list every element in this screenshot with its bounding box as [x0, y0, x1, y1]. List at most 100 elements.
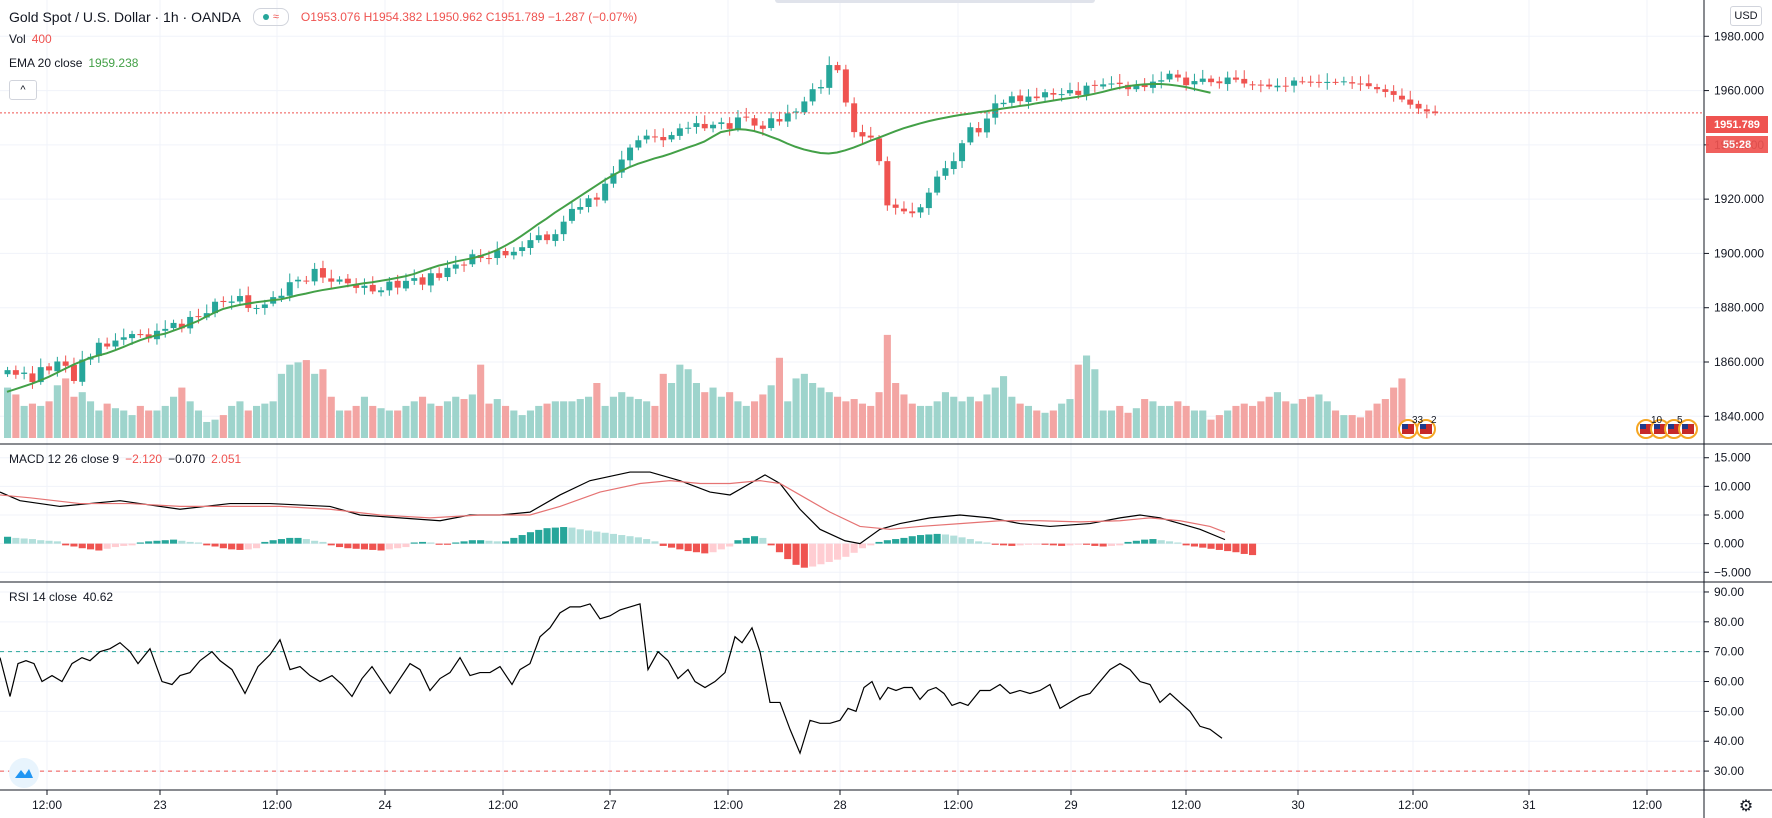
- macd-hist-bar: [302, 539, 310, 544]
- candle-body: [842, 69, 849, 103]
- volume-bar: [344, 410, 352, 438]
- macd-hist-bar: [609, 533, 617, 544]
- volume-bar: [975, 401, 983, 438]
- volume-bar: [377, 408, 385, 438]
- volume-bar: [419, 396, 427, 438]
- candle-body: [353, 284, 360, 288]
- collapse-legend-button[interactable]: ^: [9, 80, 37, 100]
- macd-hist-bar: [1224, 543, 1232, 552]
- volume-bar: [792, 378, 800, 438]
- volume-bar: [477, 364, 485, 438]
- volume-bar: [701, 392, 709, 438]
- candle-body: [1432, 111, 1439, 113]
- volume-bar: [609, 396, 617, 438]
- y-tick-label: 1860.000: [1714, 355, 1764, 369]
- currency-button[interactable]: USD: [1730, 6, 1762, 26]
- change-value: −1.287 (−0.07%): [547, 10, 638, 24]
- candle-body: [1058, 94, 1065, 96]
- macd-hist-bar: [244, 543, 252, 550]
- volume-bar: [435, 405, 443, 438]
- x-tick-label: 12:00: [488, 798, 518, 812]
- candle-body: [1174, 74, 1181, 78]
- macd-hist-bar: [759, 537, 767, 544]
- y-tick-label: 0.000: [1714, 537, 1744, 551]
- candle-body: [485, 258, 492, 260]
- top-handle: [775, 0, 1095, 3]
- macd-hist-bar: [402, 543, 410, 548]
- candle-body: [336, 279, 343, 282]
- x-tick-label: 28: [833, 798, 847, 812]
- candle-body: [1374, 87, 1381, 90]
- candle-body: [344, 278, 351, 284]
- volume-bar: [1273, 392, 1281, 438]
- volume-bar: [842, 401, 850, 438]
- volume-bar: [1240, 403, 1248, 438]
- low-value: 1950.962: [432, 10, 483, 24]
- open-value: 1953.076: [310, 10, 361, 24]
- candle-body: [759, 125, 766, 129]
- x-tick-label: 12:00: [1398, 798, 1428, 812]
- y-tick-label: 80.00: [1714, 615, 1744, 629]
- volume-bar: [576, 399, 584, 438]
- candle-body: [187, 316, 194, 329]
- volume-bar: [1356, 417, 1364, 438]
- candle-body: [1033, 96, 1040, 99]
- macd-hist-bar: [477, 540, 485, 544]
- macd-hist-bar: [941, 534, 949, 544]
- macd-hist-bar: [875, 541, 883, 544]
- volume-bar: [1298, 399, 1306, 438]
- macd-hist-bar: [1049, 543, 1057, 546]
- volume-bar: [1332, 410, 1340, 438]
- volume-bar: [817, 387, 825, 438]
- macd-hist-bar: [170, 539, 178, 544]
- macd-hist-bar: [991, 543, 999, 545]
- candle-body: [4, 370, 11, 375]
- candle-body: [925, 192, 932, 209]
- macd-hist-bar: [551, 527, 559, 544]
- volume-bar: [62, 378, 70, 438]
- volume-bar: [543, 403, 551, 438]
- macd-hist-bar: [842, 543, 850, 557]
- volume-bar: [560, 401, 568, 438]
- volume-bar: [1099, 410, 1107, 438]
- macd-hist-bar: [975, 541, 983, 544]
- volume-bar: [858, 403, 866, 438]
- tradingview-logo[interactable]: [9, 758, 39, 788]
- macd-hist-bar: [643, 539, 651, 544]
- volume-bar: [908, 403, 916, 438]
- candle-body: [361, 285, 368, 288]
- candle-body: [934, 176, 941, 193]
- y-tick-label: 1920.000: [1714, 192, 1764, 206]
- candle-body: [1025, 96, 1032, 102]
- macd-hist-bar: [145, 541, 153, 544]
- cloud-icon: [15, 769, 33, 778]
- settings-gear-icon[interactable]: ⚙: [1736, 796, 1756, 816]
- volume-bar: [726, 392, 734, 438]
- candle-body: [112, 340, 119, 347]
- volume-bar: [327, 396, 335, 438]
- ema-value: 1959.238: [88, 56, 139, 70]
- volume-bar: [551, 401, 559, 438]
- rsi-line: [0, 603, 1223, 755]
- macd-hist-bar: [626, 536, 634, 544]
- candle-body: [286, 282, 293, 296]
- visibility-toggle[interactable]: ≈: [252, 8, 289, 26]
- candle-body: [411, 278, 418, 281]
- ohlc-values: O1953.076 H1954.382 L1950.962 C1951.789 …: [301, 10, 637, 24]
- volume-bar: [153, 410, 161, 438]
- volume-bar: [1307, 396, 1315, 438]
- eye-icon: ≈: [272, 11, 279, 23]
- volume-bar: [1398, 378, 1406, 438]
- volume-bar: [360, 396, 368, 438]
- volume-bar: [651, 405, 659, 438]
- volume-bar: [1033, 410, 1041, 438]
- macd-hist-bar: [560, 527, 568, 544]
- macd-hist-bar: [601, 532, 609, 544]
- candle-body: [162, 328, 169, 331]
- macd-hist-bar: [336, 543, 344, 548]
- candle-body: [593, 197, 600, 200]
- volume-bar: [568, 401, 576, 438]
- macd-hist-bar: [1024, 543, 1032, 545]
- macd-hist-bar: [377, 543, 385, 551]
